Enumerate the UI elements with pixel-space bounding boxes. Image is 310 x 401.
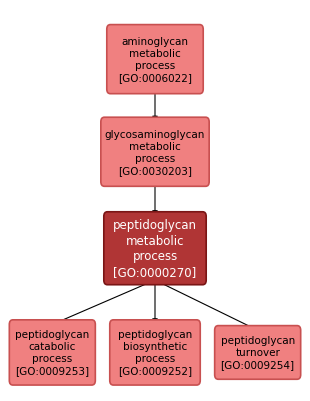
- FancyBboxPatch shape: [110, 320, 200, 385]
- FancyBboxPatch shape: [107, 26, 203, 95]
- FancyBboxPatch shape: [104, 212, 206, 285]
- Text: peptidoglycan
metabolic
process
[GO:0000270]: peptidoglycan metabolic process [GO:0000…: [113, 219, 197, 278]
- FancyBboxPatch shape: [9, 320, 95, 385]
- Text: aminoglycan
metabolic
process
[GO:0006022]: aminoglycan metabolic process [GO:000602…: [118, 37, 192, 83]
- FancyBboxPatch shape: [101, 118, 209, 187]
- Text: peptidoglycan
biosynthetic
process
[GO:0009252]: peptidoglycan biosynthetic process [GO:0…: [118, 330, 192, 375]
- FancyBboxPatch shape: [215, 326, 301, 379]
- Text: peptidoglycan
catabolic
process
[GO:0009253]: peptidoglycan catabolic process [GO:0009…: [15, 330, 90, 375]
- Text: peptidoglycan
turnover
[GO:0009254]: peptidoglycan turnover [GO:0009254]: [220, 336, 295, 369]
- Text: glycosaminoglycan
metabolic
process
[GO:0030203]: glycosaminoglycan metabolic process [GO:…: [105, 130, 205, 175]
